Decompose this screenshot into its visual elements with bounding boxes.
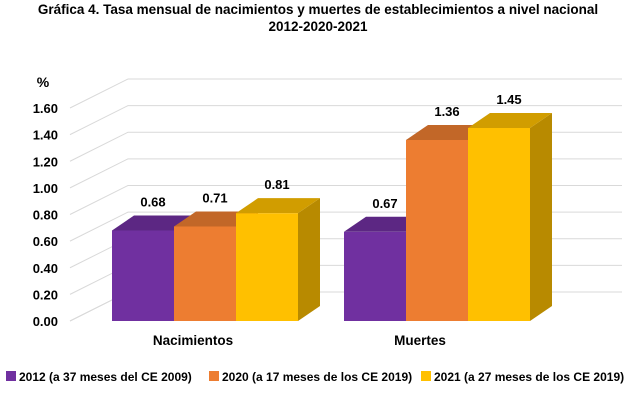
bar-front-face [468, 127, 530, 321]
gridline [69, 105, 622, 136]
data-label: 0.67 [372, 196, 397, 211]
y-tick-label: 0.80 [33, 208, 58, 223]
data-label: 0.71 [202, 190, 227, 205]
bars: 0.68 0.71 0.81 0.67 1.36 1.45 [112, 92, 552, 321]
x-category-label: Muertes [394, 333, 446, 348]
bar-top-face [468, 112, 552, 128]
y-axis-ticks: 0.00 0.20 0.40 0.60 0.80 1.00 1.20 1.40 1.60 [33, 101, 58, 329]
legend-item: 2020 (a 17 meses de los CE 2019) [209, 370, 412, 384]
y-axis-label: % [37, 74, 50, 90]
gridlines [69, 78, 622, 322]
gridline [69, 78, 622, 109]
x-category-label: Nacimientos [153, 333, 233, 348]
legend: 2012 (a 37 meses del CE 2009) 2020 (a 17 … [6, 370, 624, 384]
y-tick-label: 1.40 [33, 128, 58, 143]
legend-item: 2012 (a 37 meses del CE 2009) [6, 370, 192, 384]
bar-side-face [530, 112, 552, 321]
chart-title-line-1: Gráfica 4. Tasa mensual de nacimientos y… [38, 2, 598, 17]
data-label: 0.68 [140, 194, 165, 209]
chart-title-line-2: 2012-2020-2021 [268, 19, 368, 34]
bar-front-face [406, 139, 468, 321]
bar-front-face [236, 213, 298, 321]
y-tick-label: 0.00 [33, 314, 58, 329]
y-tick-label: 1.00 [33, 181, 58, 196]
bar-1-2: 1.45 [468, 92, 552, 321]
bar-0-2: 0.81 [236, 177, 320, 321]
y-tick-label: 1.60 [33, 101, 58, 116]
y-tick-label: 1.20 [33, 154, 58, 169]
y-tick-label: 0.60 [33, 234, 58, 249]
data-label: 1.45 [496, 92, 521, 107]
data-label: 1.36 [434, 104, 459, 119]
bar-front-face [344, 231, 406, 321]
x-axis-categories: Nacimientos Muertes [153, 333, 446, 348]
legend-swatch [209, 371, 219, 381]
legend-label: 2021 (a 27 meses de los CE 2019) [434, 370, 624, 384]
bar-front-face [174, 226, 236, 321]
legend-item: 2021 (a 27 meses de los CE 2019) [421, 370, 624, 384]
legend-label: 2020 (a 17 meses de los CE 2019) [222, 370, 412, 384]
bar-side-face [298, 198, 320, 321]
y-tick-label: 0.20 [33, 287, 58, 302]
legend-swatch [6, 371, 16, 381]
y-tick-label: 0.40 [33, 261, 58, 276]
legend-label: 2012 (a 37 meses del CE 2009) [19, 370, 192, 384]
bar-front-face [112, 230, 174, 321]
legend-swatch [421, 371, 431, 381]
data-label: 0.81 [264, 177, 289, 192]
bar-top-face [236, 198, 320, 214]
